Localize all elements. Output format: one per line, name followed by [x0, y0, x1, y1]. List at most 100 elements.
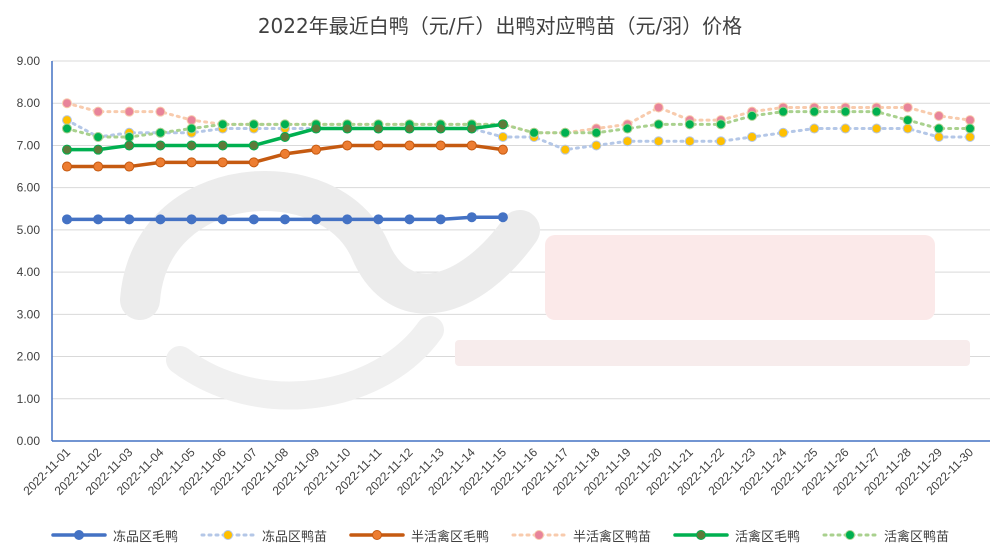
legend-marker	[534, 530, 544, 540]
data-point	[435, 214, 446, 225]
legend-item: 活禽区毛鸭	[673, 526, 800, 545]
data-point	[933, 123, 944, 134]
data-point	[902, 115, 913, 126]
watermark-brand-block	[545, 235, 935, 320]
legend-item: 活禽区鸭苗	[822, 526, 949, 545]
data-point	[155, 214, 166, 225]
data-point	[653, 119, 664, 130]
data-point	[902, 102, 913, 113]
data-point	[155, 140, 166, 151]
data-point	[747, 132, 758, 142]
data-point	[93, 106, 104, 117]
data-point	[217, 214, 228, 225]
chart-plot: 0.00 1.00 2.00 3.00 4.00 5.00 6.00 7.00 8.00 9.00…	[17, 54, 990, 498]
watermark-swirl	[120, 170, 540, 320]
data-point	[404, 140, 415, 151]
data-point	[560, 144, 571, 155]
legend-swatch	[349, 530, 405, 540]
data-point	[622, 123, 633, 134]
y-tick-label: 1.00	[17, 392, 41, 406]
y-tick-label: 6.00	[17, 181, 41, 195]
data-point	[715, 119, 726, 130]
data-point	[404, 123, 415, 134]
legend-label: 活禽区鸭苗	[884, 529, 950, 545]
legend-label: 活禽区毛鸭	[735, 529, 801, 545]
legend-swatch	[673, 530, 729, 540]
series-3	[62, 140, 508, 172]
data-point	[435, 123, 446, 134]
data-point	[373, 214, 384, 225]
data-point	[217, 157, 228, 168]
data-point	[529, 127, 540, 138]
y-tick-label: 7.00	[17, 138, 41, 152]
data-point	[653, 136, 664, 147]
data-point	[124, 214, 135, 225]
data-point	[124, 106, 135, 117]
legend-swatch	[200, 530, 256, 540]
data-point	[560, 127, 571, 138]
data-point	[933, 110, 944, 121]
data-point	[684, 136, 695, 147]
data-point	[311, 144, 322, 155]
legend-marker	[845, 530, 856, 540]
data-point	[217, 119, 228, 130]
legend-label: 半活禽区鸭苗	[573, 529, 652, 545]
data-point	[965, 123, 975, 134]
data-point	[279, 148, 290, 159]
legend-swatch	[511, 530, 567, 540]
y-tick-label: 2.00	[17, 350, 41, 364]
legend-marker	[696, 530, 707, 540]
data-point	[497, 212, 508, 223]
y-tick-label: 3.00	[17, 307, 41, 321]
data-point	[965, 115, 975, 126]
series-6	[62, 106, 975, 142]
data-point	[93, 214, 104, 225]
data-point	[186, 214, 197, 225]
data-point	[778, 127, 789, 138]
data-point	[653, 102, 664, 113]
data-point	[93, 161, 104, 172]
data-point	[186, 115, 197, 126]
legend-swatch	[822, 530, 878, 540]
legend-marker	[73, 530, 84, 540]
data-point	[62, 144, 72, 155]
legend-label: 冻品区鸭苗	[261, 529, 327, 545]
data-point	[124, 140, 135, 151]
data-point	[466, 140, 477, 151]
data-point	[933, 132, 944, 142]
data-point	[248, 140, 259, 151]
data-point	[124, 161, 135, 172]
data-point	[155, 106, 166, 117]
series-5	[62, 119, 508, 155]
data-point	[248, 214, 259, 225]
series-line	[65, 110, 972, 139]
data-point	[342, 140, 353, 151]
data-point	[62, 98, 72, 109]
legend-item: 半活禽区鸭苗	[511, 526, 651, 545]
data-point	[373, 123, 384, 134]
data-point	[809, 123, 820, 134]
legend-label: 冻品区毛鸭	[112, 529, 178, 545]
legend-item: 冻品区毛鸭	[51, 526, 178, 545]
data-point	[871, 106, 882, 117]
data-point	[248, 119, 259, 130]
legend-label: 半活禽区毛鸭	[410, 529, 489, 545]
series-1	[62, 212, 508, 225]
data-point	[93, 144, 104, 155]
data-point	[404, 214, 415, 225]
data-point	[62, 123, 72, 134]
data-point	[871, 123, 882, 134]
data-point	[155, 127, 166, 138]
data-point	[840, 123, 851, 134]
data-point	[497, 132, 508, 142]
data-point	[466, 123, 477, 134]
data-point	[497, 144, 508, 155]
series-line	[65, 118, 972, 152]
data-point	[342, 123, 353, 134]
data-point	[62, 214, 72, 225]
data-point	[373, 140, 384, 151]
legend-marker	[371, 530, 382, 540]
data-point	[497, 119, 508, 130]
legend-swatch	[51, 530, 107, 540]
chart-title: 2022年最近白鸭（元/斤）出鸭对应鸭苗（元/羽）价格	[257, 14, 743, 38]
